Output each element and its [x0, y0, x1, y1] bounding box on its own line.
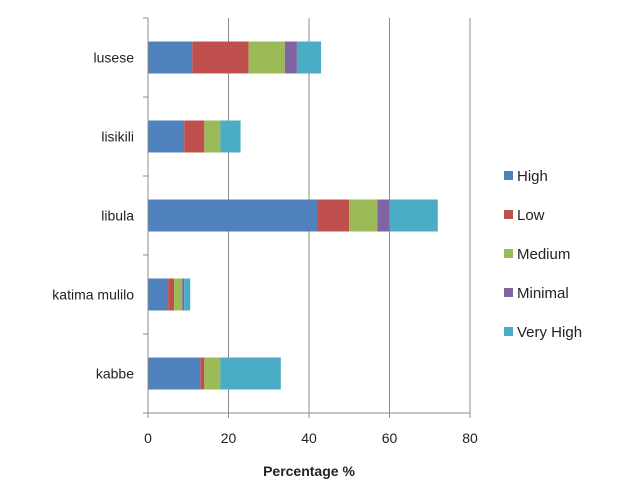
y-tick-label: lusese	[94, 50, 135, 66]
bar-segment	[296, 41, 322, 74]
axes	[143, 17, 471, 418]
bar-segment	[174, 278, 183, 311]
legend: High Low Medium Minimal Very High	[504, 168, 582, 341]
bar-segment	[148, 357, 201, 390]
bar-segment	[168, 278, 175, 311]
bar-segment	[284, 41, 297, 74]
bar-segment	[349, 199, 378, 232]
x-tick-label: 60	[382, 430, 398, 446]
bar-segment	[148, 120, 185, 153]
bar-segment	[184, 278, 191, 311]
bar-segment	[148, 41, 193, 74]
x-axis-title: Percentage %	[263, 463, 355, 479]
legend-label: High	[517, 168, 548, 185]
legend-swatch	[504, 327, 513, 336]
bars	[148, 41, 438, 390]
legend-label: Minimal	[517, 285, 569, 302]
legend-label: Medium	[517, 246, 570, 263]
x-tick-label: 20	[221, 430, 237, 446]
legend-label: Very High	[517, 324, 582, 341]
tick-labels: lusese lisikili libula katima mulilo kabbe 0 2…	[52, 50, 478, 447]
bar-segment	[389, 199, 438, 232]
bar-segment	[248, 41, 285, 74]
legend-swatch	[504, 249, 513, 258]
x-tick-label: 0	[144, 430, 152, 446]
y-tick-label: lisikili	[101, 129, 134, 145]
legend-swatch	[504, 288, 513, 297]
legend-label: Low	[517, 207, 545, 224]
bar-segment	[204, 120, 221, 153]
bar-segment	[200, 357, 205, 390]
bar-segment	[377, 199, 390, 232]
y-tick-label: kabbe	[96, 366, 134, 382]
bar-segment	[184, 120, 205, 153]
x-tick-label: 80	[462, 430, 478, 446]
y-tick-label: katima mulilo	[52, 287, 134, 303]
bar-segment	[192, 41, 249, 74]
x-tick-label: 40	[301, 430, 317, 446]
bar-segment	[220, 357, 281, 390]
bar-segment	[148, 278, 169, 311]
bar-segment	[204, 357, 221, 390]
legend-swatch	[504, 210, 513, 219]
bar-segment	[317, 199, 350, 232]
bar-segment	[148, 199, 318, 232]
bar-segment	[182, 278, 185, 311]
bar-segment	[220, 120, 241, 153]
y-tick-label: libula	[101, 208, 134, 224]
legend-swatch	[504, 171, 513, 180]
